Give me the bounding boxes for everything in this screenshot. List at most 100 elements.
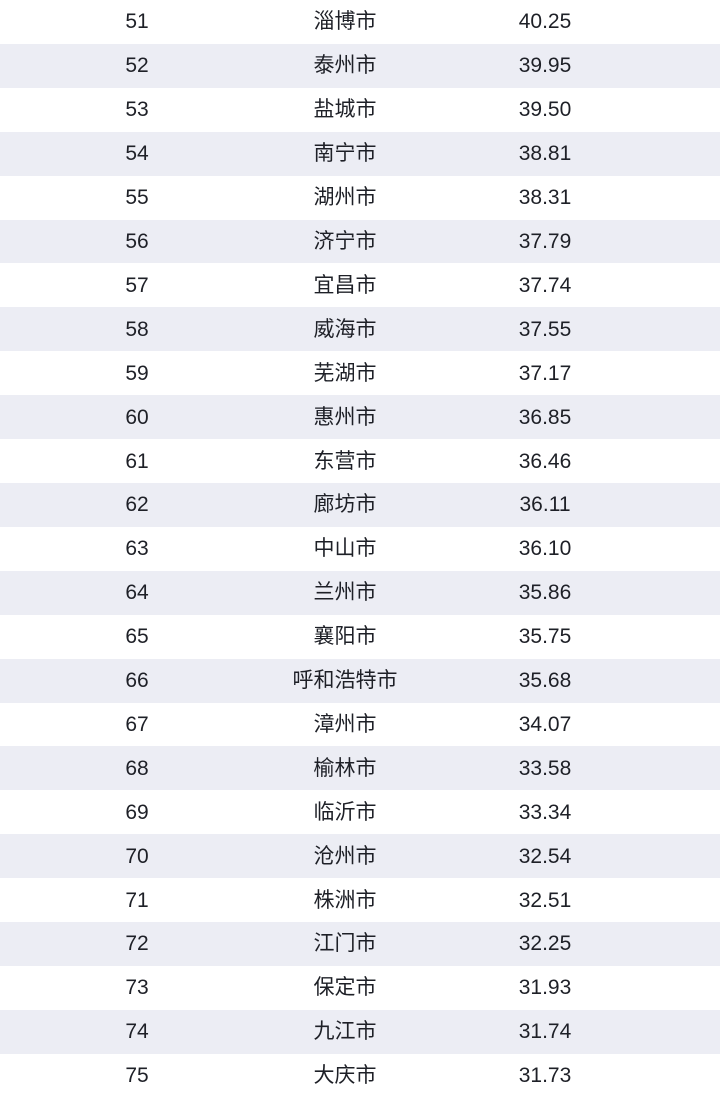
table-row: 67 漳州市 34.07 xyxy=(0,702,720,747)
table-row: 66 呼和浩特市 35.68 xyxy=(0,658,720,703)
city-cell: 芜湖市 xyxy=(313,361,377,385)
table-row: 53 盐城市 39.50 xyxy=(0,87,720,132)
rank-cell: 62 xyxy=(125,493,149,517)
city-cell: 济宁市 xyxy=(313,229,377,253)
score-cell: 36.11 xyxy=(519,493,571,517)
rank-cell: 68 xyxy=(125,756,149,780)
table-row: 51 淄博市 40.25 xyxy=(0,0,720,44)
score-cell: 35.86 xyxy=(518,581,572,605)
city-cell: 惠州市 xyxy=(313,405,377,429)
score-cell: 37.79 xyxy=(518,229,572,253)
score-cell: 39.95 xyxy=(518,54,572,78)
rank-cell: 61 xyxy=(125,449,149,473)
rank-cell: 51 xyxy=(125,10,149,34)
table-row: 63 中山市 36.10 xyxy=(0,526,720,571)
score-cell: 40.25 xyxy=(518,10,572,34)
rank-cell: 71 xyxy=(125,888,149,912)
rank-cell: 65 xyxy=(125,625,149,649)
city-cell: 东营市 xyxy=(313,449,377,473)
score-cell: 33.58 xyxy=(518,756,572,780)
score-cell: 37.17 xyxy=(518,361,572,385)
score-cell: 31.73 xyxy=(518,1064,572,1088)
score-cell: 35.75 xyxy=(518,625,572,649)
score-cell: 39.50 xyxy=(518,98,572,122)
score-cell: 32.51 xyxy=(518,888,572,912)
score-cell: 36.85 xyxy=(518,405,572,429)
score-cell: 31.74 xyxy=(518,1020,572,1044)
rank-cell: 70 xyxy=(125,844,149,868)
city-cell: 九江市 xyxy=(313,1020,377,1044)
score-cell: 37.74 xyxy=(518,273,572,297)
score-cell: 33.34 xyxy=(518,800,572,824)
table-row: 74 九江市 31.74 xyxy=(0,1009,720,1054)
rank-cell: 56 xyxy=(125,229,149,253)
table-row: 71 株洲市 32.51 xyxy=(0,878,720,923)
table-row: 65 襄阳市 35.75 xyxy=(0,614,720,659)
rank-cell: 55 xyxy=(125,186,149,210)
score-cell: 32.25 xyxy=(518,932,572,956)
city-cell: 呼和浩特市 xyxy=(292,669,398,693)
city-cell: 泰州市 xyxy=(313,54,377,78)
score-cell: 35.68 xyxy=(518,669,572,693)
score-cell: 36.10 xyxy=(518,537,572,561)
table-row: 64 兰州市 35.86 xyxy=(0,570,720,615)
rank-cell: 53 xyxy=(125,98,149,122)
city-cell: 株洲市 xyxy=(313,888,377,912)
rank-cell: 60 xyxy=(125,405,149,429)
rank-cell: 72 xyxy=(125,932,149,956)
city-cell: 临沂市 xyxy=(313,800,377,824)
table-row: 60 惠州市 36.85 xyxy=(0,395,720,440)
table-row: 68 榆林市 33.58 xyxy=(0,746,720,791)
city-cell: 江门市 xyxy=(313,932,377,956)
city-cell: 沧州市 xyxy=(313,844,377,868)
city-cell: 盐城市 xyxy=(313,98,377,122)
table-row: 56 济宁市 37.79 xyxy=(0,219,720,264)
rank-cell: 63 xyxy=(125,537,149,561)
score-cell: 38.81 xyxy=(518,142,572,166)
table-row: 59 芜湖市 37.17 xyxy=(0,351,720,396)
rank-cell: 73 xyxy=(125,976,149,1000)
table-row: 55 湖州市 38.31 xyxy=(0,175,720,220)
score-cell: 34.07 xyxy=(518,712,572,736)
city-cell: 漳州市 xyxy=(313,712,377,736)
rank-cell: 54 xyxy=(125,142,149,166)
city-cell: 襄阳市 xyxy=(313,625,377,649)
city-cell: 大庆市 xyxy=(313,1064,377,1088)
table-row: 61 东营市 36.46 xyxy=(0,439,720,483)
rank-cell: 74 xyxy=(125,1020,149,1044)
table-row: 73 保定市 31.93 xyxy=(0,965,720,1010)
rank-cell: 57 xyxy=(125,273,149,297)
rank-cell: 67 xyxy=(125,712,149,736)
table-row: 62 廊坊市 36.11 xyxy=(0,482,720,527)
city-cell: 兰州市 xyxy=(313,581,377,605)
rank-cell: 75 xyxy=(125,1064,149,1088)
rank-cell: 52 xyxy=(125,54,149,78)
city-cell: 淄博市 xyxy=(313,10,377,34)
rank-cell: 64 xyxy=(125,581,149,605)
city-cell: 保定市 xyxy=(313,976,377,1000)
city-cell: 湖州市 xyxy=(313,186,377,210)
rank-cell: 66 xyxy=(125,669,149,693)
table-row: 72 江门市 32.25 xyxy=(0,922,720,966)
table-row: 57 宜昌市 37.74 xyxy=(0,263,720,308)
rank-cell: 69 xyxy=(125,800,149,824)
table-row: 54 南宁市 38.81 xyxy=(0,131,720,176)
city-cell: 宜昌市 xyxy=(313,273,377,297)
score-cell: 38.31 xyxy=(518,186,572,210)
table-row: 58 威海市 37.55 xyxy=(0,307,720,352)
score-cell: 37.55 xyxy=(518,317,572,341)
table-row: 75 大庆市 31.73 xyxy=(0,1053,720,1098)
score-cell: 31.93 xyxy=(518,976,572,1000)
score-cell: 32.54 xyxy=(518,844,572,868)
rank-cell: 58 xyxy=(125,317,149,341)
city-cell: 廊坊市 xyxy=(313,493,377,517)
table-row: 69 临沂市 33.34 xyxy=(0,790,720,835)
city-cell: 中山市 xyxy=(313,537,377,561)
city-cell: 威海市 xyxy=(313,317,377,341)
table-row: 70 沧州市 32.54 xyxy=(0,834,720,879)
rank-cell: 59 xyxy=(125,361,149,385)
city-cell: 榆林市 xyxy=(313,756,377,780)
city-cell: 南宁市 xyxy=(313,142,377,166)
score-cell: 36.46 xyxy=(518,449,572,473)
